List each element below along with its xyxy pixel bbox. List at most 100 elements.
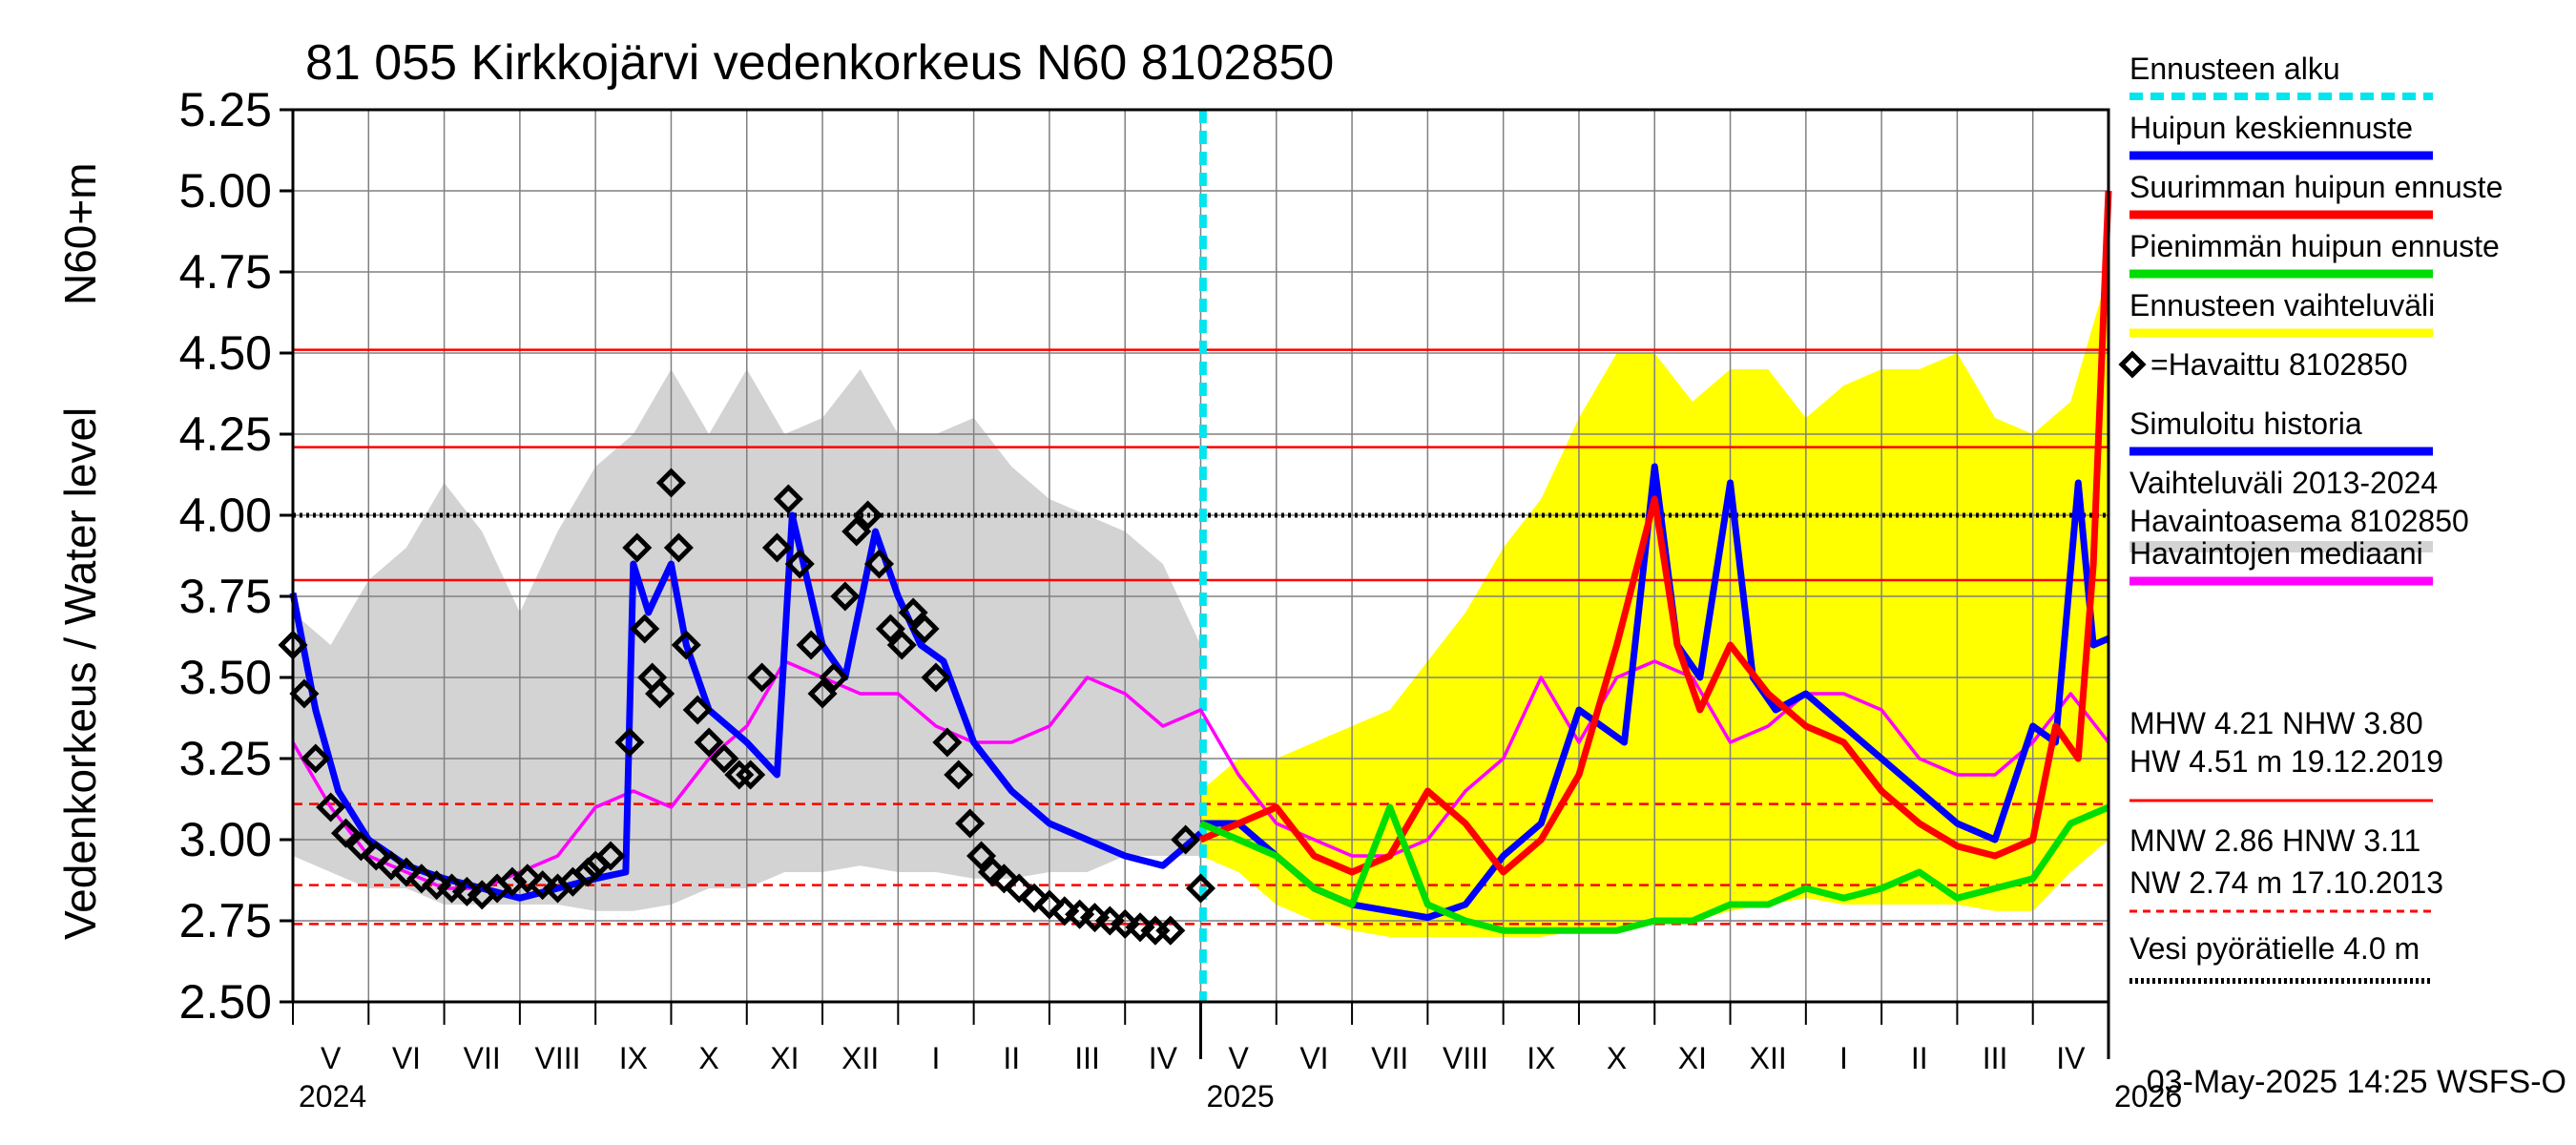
- observed-point: [655, 468, 686, 498]
- observed-point: [512, 864, 543, 894]
- observed-point: [1185, 873, 1216, 904]
- observed-point: [316, 792, 346, 822]
- stats-label: MNW 2.86 HNW 3.11: [2129, 823, 2420, 858]
- legend-label: Vaihteluväli 2013-2024: [2129, 466, 2438, 500]
- y-tick-label: 4.00: [179, 489, 272, 542]
- month-label: XI: [770, 1041, 799, 1075]
- year-label: 2025: [1207, 1079, 1275, 1114]
- observed-point: [966, 841, 997, 871]
- observed-point: [572, 857, 603, 887]
- chart-title: 81 055 Kirkkojärvi vedenkorkeus N60 8102…: [305, 35, 1334, 91]
- month-label: VI: [392, 1041, 421, 1075]
- observed-point: [944, 760, 974, 790]
- observed-point: [622, 532, 653, 563]
- observed-point: [682, 695, 713, 725]
- month-label: XII: [1750, 1041, 1787, 1075]
- observed-point: [391, 857, 422, 887]
- stats-label: MHW 4.21 NHW 3.80: [2129, 706, 2423, 740]
- legend-label: Suurimman huipun ennuste: [2129, 170, 2503, 204]
- observed-point: [875, 614, 905, 644]
- observed-point: [645, 678, 675, 709]
- observed-point: [784, 549, 815, 579]
- observed-point: [497, 866, 528, 897]
- axes: 2.50 2.75 3.00 3.25 3.50 3.75 4.00 4.25 4.50 4.75…: [179, 83, 2183, 1114]
- month-label: I: [1839, 1041, 1848, 1075]
- stats-label: HW 4.51 m 19.12.2019: [2129, 744, 2443, 779]
- water-label: Vesi pyörätielle 4.0 m: [2129, 931, 2420, 966]
- y-tick-label: 4.50: [179, 326, 272, 380]
- observed-point: [747, 662, 778, 693]
- y-tick-label: 3.50: [179, 651, 272, 704]
- month-label: IX: [619, 1041, 648, 1075]
- y-tick-label: 4.25: [179, 407, 272, 461]
- observed-point: [988, 864, 1019, 894]
- month-label: VIII: [1443, 1041, 1488, 1075]
- observed-point: [1019, 883, 1049, 913]
- y-tick-label: 4.75: [179, 245, 272, 299]
- legend-label: Ennusteen vaihteluväli: [2129, 288, 2435, 323]
- series-pienimm-n-huipun-ennuste: [1199, 803, 2110, 934]
- legend-label: Ennusteen alku: [2129, 52, 2340, 86]
- observed-point: [898, 597, 928, 628]
- month-label: IX: [1527, 1041, 1555, 1075]
- observed-point: [1171, 824, 1201, 855]
- y-unit-label: N60+m: [55, 162, 105, 305]
- observed-point: [614, 727, 645, 758]
- legend-marker: [2118, 350, 2147, 379]
- observed-point: [289, 678, 320, 709]
- y-tick-label: 3.75: [179, 570, 272, 623]
- observed-point: [1034, 889, 1065, 920]
- month-label: V: [321, 1041, 342, 1075]
- year-label: 2024: [299, 1079, 366, 1114]
- observed-point: [630, 614, 660, 644]
- month-label: VII: [1371, 1041, 1408, 1075]
- legend-label: Huipun keskiennuste: [2129, 111, 2413, 145]
- legend-label: Pienimmän huipun ennuste: [2129, 229, 2500, 263]
- month-label: IV: [1149, 1041, 1178, 1075]
- legend: Ennusteen alku Huipun keskiennuste Suurimm…: [2118, 52, 2503, 984]
- y-axis-label: Vedenkorkeus / Water level: [55, 407, 105, 940]
- legend-label: Havaintoasema 8102850: [2129, 504, 2469, 538]
- month-label: XI: [1678, 1041, 1707, 1075]
- month-label: VII: [464, 1041, 501, 1075]
- observed-point: [1004, 873, 1034, 904]
- observed-point: [807, 678, 838, 709]
- observed-point: [301, 743, 331, 774]
- observed-point: [773, 484, 803, 514]
- observed-point: [932, 727, 963, 758]
- month-label: IV: [2056, 1041, 2086, 1075]
- observed-markers: [278, 468, 1216, 946]
- month-label: III: [1074, 1041, 1100, 1075]
- observed-point: [909, 614, 940, 644]
- observed-point: [330, 818, 362, 848]
- observed-point: [841, 516, 872, 547]
- month-label: III: [1983, 1041, 2008, 1075]
- y-tick-label: 5.00: [179, 164, 272, 218]
- observed-point: [709, 743, 739, 774]
- month-label: X: [1607, 1041, 1627, 1075]
- month-label: V: [1228, 1041, 1249, 1075]
- legend-label: Havaintojen mediaani: [2129, 536, 2423, 571]
- legend-label: Simuloitu historia: [2129, 406, 2362, 441]
- observed-point: [694, 727, 724, 758]
- month-label: I: [932, 1041, 941, 1075]
- observed-point: [819, 662, 849, 693]
- observed-point: [1155, 915, 1186, 946]
- y-tick-label: 3.00: [179, 813, 272, 866]
- observed-point: [796, 630, 826, 660]
- y-tick-label: 5.25: [179, 83, 272, 136]
- observed-point: [761, 532, 793, 563]
- observed-point: [663, 532, 694, 563]
- stats-label: NW 2.74 m 17.10.2013: [2129, 865, 2443, 900]
- observed-point: [595, 841, 626, 871]
- month-label: VIII: [535, 1041, 581, 1075]
- y-tick-label: 2.75: [179, 894, 272, 947]
- observed-point: [724, 760, 755, 790]
- year-label: 2026: [2114, 1079, 2182, 1114]
- observed-point: [345, 831, 376, 862]
- month-label: VI: [1299, 1041, 1328, 1075]
- legend-label: =Havaittu 8102850: [2150, 347, 2408, 382]
- observed-point: [955, 808, 986, 839]
- observed-point: [671, 630, 701, 660]
